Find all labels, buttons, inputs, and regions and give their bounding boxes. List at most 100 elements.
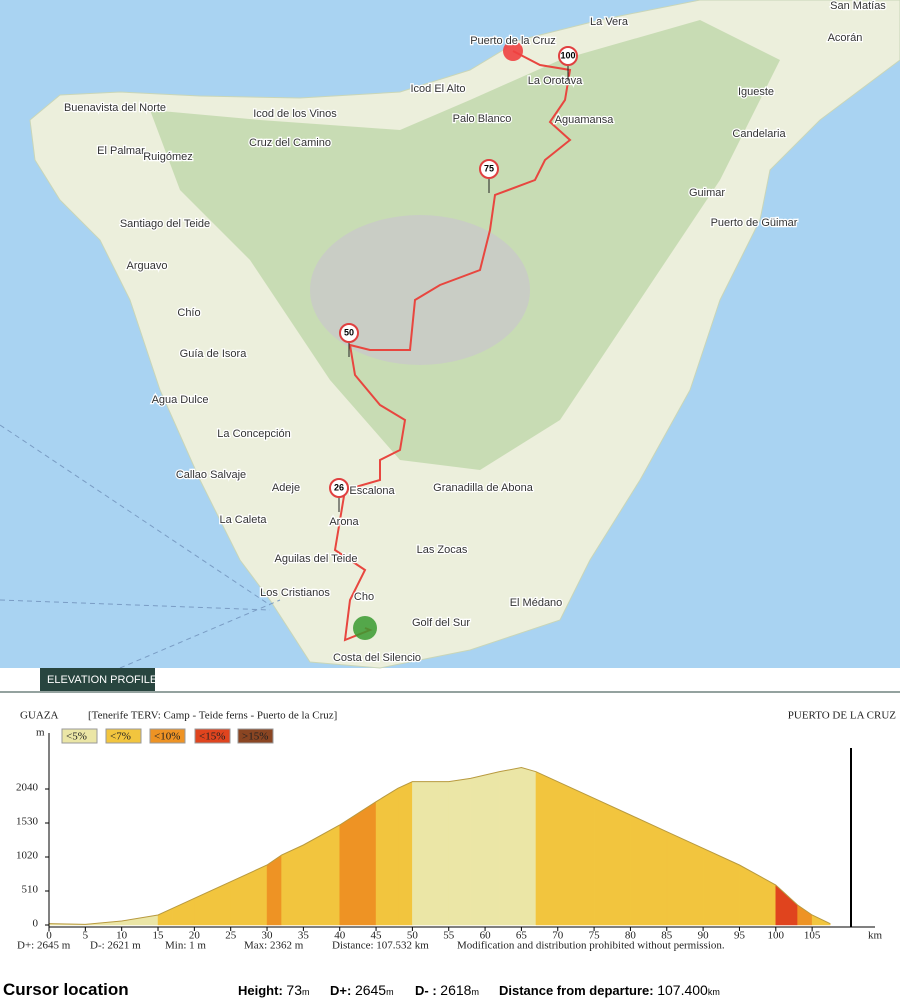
marker <box>479 159 499 179</box>
profile-segment <box>339 801 377 926</box>
place-label: Guía de Isora <box>180 348 248 360</box>
place-label: Acorán <box>828 32 863 44</box>
place-label: La Orotava <box>528 75 583 87</box>
x-tick-label: 35 <box>298 930 310 942</box>
place-label: Callao Salvaje <box>176 469 246 481</box>
profile-segment <box>797 904 813 926</box>
marker-label: 26 <box>334 482 344 492</box>
stat: Max: 2362 m <box>244 940 304 952</box>
x-tick-label: 15 <box>153 930 165 942</box>
profile-segment <box>775 884 798 926</box>
legend-swatch <box>194 728 231 744</box>
place-label: Los Cristianos <box>260 587 330 599</box>
stat: Modification and distribution prohibited… <box>457 940 725 952</box>
place-label: Candelaria <box>732 128 786 140</box>
place-label: Buenavista del Norte <box>64 102 166 114</box>
x-tick-label: 75 <box>589 930 601 942</box>
cursor-unit: km <box>707 987 720 997</box>
y-label: m <box>36 727 45 739</box>
place-label: Las Zocas <box>417 544 468 556</box>
profile-segment <box>157 907 173 926</box>
profile-segment <box>375 787 399 926</box>
start-point <box>353 616 377 640</box>
legend-label: <7% <box>110 731 131 743</box>
y-tick-label: 510 <box>22 884 39 896</box>
x-tick-label: 80 <box>625 930 637 942</box>
profile-segment <box>593 797 631 926</box>
marker <box>339 323 359 343</box>
profile-segment <box>702 847 740 926</box>
profile-segment <box>412 781 449 926</box>
legend-swatch <box>61 728 98 744</box>
profile-line <box>48 767 831 925</box>
place-label: Escalona <box>349 485 395 497</box>
cursor-label: Distance from departure: <box>499 983 654 998</box>
profile-segment <box>448 778 471 926</box>
place-label: Costa del Silencio <box>333 652 421 664</box>
profile-segment <box>281 844 304 926</box>
profile-segment <box>535 771 558 926</box>
cursor-item: D- : 2618m <box>415 982 479 998</box>
place-label: La Caleta <box>219 514 267 526</box>
place-label: Adeje <box>272 482 300 494</box>
cursor-value: 2618 <box>440 982 472 998</box>
x-tick-label: 100 <box>768 930 785 942</box>
legend-label: <15% <box>199 731 225 743</box>
screen: San Matías Acorán La Vera Puerto de la Cruz… <box>0 0 900 952</box>
cursor-value: 2645 <box>354 982 387 998</box>
x-tick-label: 90 <box>698 930 710 942</box>
header: ELEVATION PROFILE <box>47 674 157 686</box>
x-tick-label: 70 <box>552 930 564 942</box>
cursor-item: Height: 73m <box>238 982 309 998</box>
place-label: La Concepción <box>217 428 290 440</box>
profile-segment <box>499 767 522 926</box>
x-tick-label: 65 <box>516 930 528 942</box>
place-label: Icod El Alto <box>410 83 465 95</box>
cursor-label: D- : <box>415 983 437 998</box>
cursor-unit: m <box>301 987 310 997</box>
place-label: Arguavo <box>127 260 168 272</box>
stat: D+: 2645 m <box>17 940 71 952</box>
cursor-value: 73 <box>286 982 302 998</box>
profile-segment <box>557 781 595 926</box>
stat: Distance: 107.532 km <box>332 940 429 952</box>
header-bar <box>40 668 155 691</box>
cursor-item: Distance from departure: 107.400km <box>499 982 720 998</box>
x-tick-label: 105 <box>804 930 821 942</box>
x-label: km <box>868 930 883 942</box>
profile-segment <box>470 771 500 926</box>
profile-segment <box>521 767 537 926</box>
cursor-unit: m <box>386 987 394 997</box>
place-label: Arona <box>329 516 359 528</box>
legend-label: >15% <box>242 731 268 743</box>
x-tick-label: 0 <box>46 930 52 942</box>
cursor-value: 107.400 <box>657 982 708 998</box>
end-label: PUERTO DE LA CRUZ <box>788 710 897 722</box>
x-tick-label: 55 <box>443 930 455 942</box>
x-tick-label: 50 <box>407 930 419 942</box>
place-label: Agua Dulce <box>152 394 209 406</box>
marker <box>558 46 578 66</box>
place-label: Puerto de la Cruz <box>470 35 556 47</box>
x-tick-label: 30 <box>262 930 274 942</box>
cursor-item: D+: 2645m <box>330 982 394 998</box>
ferry-line <box>0 424 281 669</box>
profile-segment <box>397 781 413 926</box>
x-tick-label: 95 <box>734 930 746 942</box>
place-label: Igueste <box>738 86 774 98</box>
cursor-label: D+: <box>330 983 352 998</box>
place-label: Cho <box>354 591 374 603</box>
y-tick-label: 1020 <box>16 850 39 862</box>
place-label: El Médano <box>510 597 563 609</box>
place-label: Guimar <box>689 187 725 199</box>
profile-segment <box>172 897 195 926</box>
profile-segment <box>266 854 282 926</box>
profile-segment <box>630 814 668 926</box>
x-tick-label: 5 <box>83 930 89 942</box>
legend-label: <5% <box>66 731 87 743</box>
end-point <box>503 41 523 61</box>
place-label: Aguamansa <box>555 114 615 126</box>
marker <box>329 478 349 498</box>
route <box>333 50 572 642</box>
